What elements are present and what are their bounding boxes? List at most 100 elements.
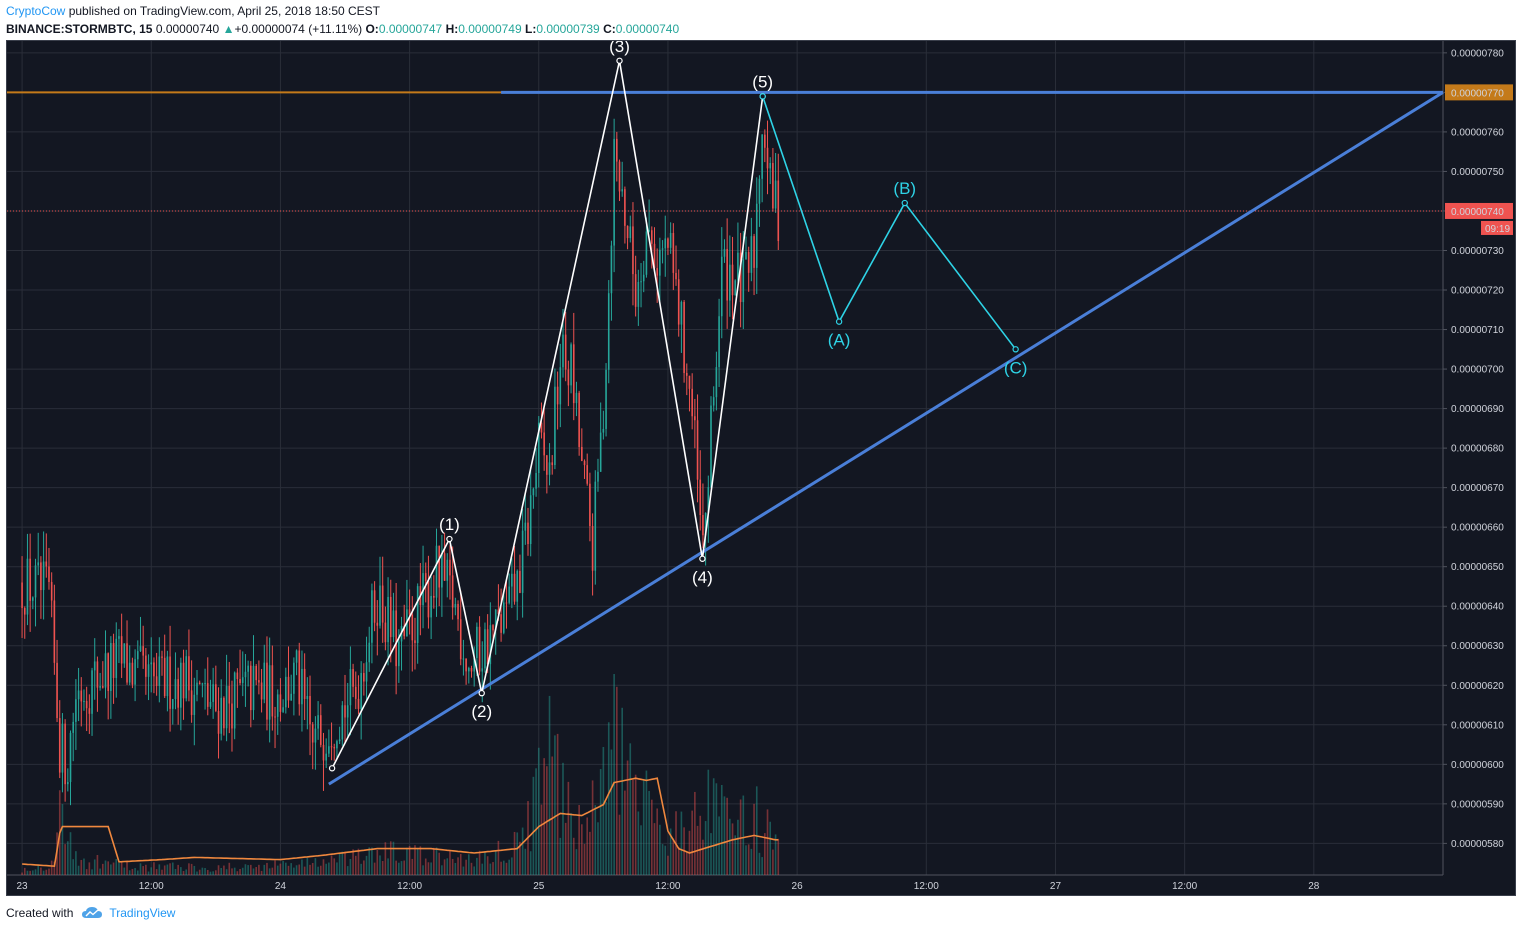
- volume-bar: [91, 869, 93, 875]
- author-link[interactable]: CryptoCow: [6, 4, 66, 18]
- candle-body: [231, 703, 233, 729]
- candle-body: [252, 665, 255, 711]
- candle-body: [279, 694, 282, 712]
- volume-bar: [562, 762, 564, 875]
- volume-bar: [769, 821, 772, 875]
- candle-body: [548, 462, 551, 475]
- candle-body: [505, 602, 508, 604]
- candle-body: [209, 701, 212, 707]
- candle-body: [683, 301, 685, 373]
- candle-body: [139, 646, 142, 652]
- volume-bar: [311, 863, 314, 875]
- volume-bar: [521, 827, 524, 875]
- volume-bar: [497, 840, 500, 875]
- candles: [21, 118, 780, 806]
- created-with-text: Created with: [6, 906, 74, 920]
- impulse-wave-path: [331, 60, 764, 769]
- volume-bar: [616, 686, 618, 875]
- volume-bars: [21, 674, 780, 875]
- volume-bar: [328, 862, 330, 875]
- candle-body: [217, 710, 220, 734]
- candle-body: [349, 669, 352, 706]
- candle-body: [707, 487, 710, 514]
- volume-bar: [322, 859, 325, 875]
- volume-bar: [284, 862, 287, 875]
- volume-bar: [586, 817, 589, 875]
- volume-bar: [349, 858, 352, 875]
- volume-bar: [400, 861, 403, 875]
- volume-bar: [486, 856, 489, 875]
- candle-body: [83, 700, 85, 702]
- candle-body: [640, 281, 642, 283]
- candle-body: [586, 465, 589, 484]
- candle-body: [416, 586, 419, 643]
- time-tick-label: 24: [275, 881, 287, 892]
- wave-label: (2): [471, 702, 492, 721]
- volume-bar: [772, 849, 774, 875]
- volume-bar: [761, 857, 763, 875]
- volume-bar: [578, 805, 580, 875]
- volume-bar: [99, 868, 101, 875]
- tradingview-brand-link[interactable]: TradingView: [109, 906, 176, 920]
- candle-body: [128, 662, 131, 683]
- candle-body: [473, 657, 475, 672]
- volume-bar: [581, 824, 583, 875]
- candle-body: [637, 281, 640, 307]
- candle-body: [365, 662, 368, 682]
- open-label: O:: [365, 22, 379, 36]
- volume-bar: [32, 870, 34, 875]
- candle-body: [470, 668, 473, 672]
- candle-body: [607, 293, 610, 370]
- candle-body: [247, 665, 249, 672]
- volume-bar: [481, 863, 484, 875]
- volume-bar: [204, 867, 206, 875]
- candle-body: [616, 138, 618, 162]
- volume-bar: [171, 862, 174, 875]
- volume-bar: [764, 833, 766, 875]
- volume-bar: [258, 864, 260, 875]
- candle-body: [537, 422, 540, 473]
- close-value: 0.00000740: [615, 22, 680, 36]
- volume-bar: [309, 864, 311, 875]
- volume-bar: [336, 862, 338, 875]
- volume-bar: [653, 823, 656, 875]
- candle-body: [634, 274, 637, 307]
- chart-panel[interactable]: 0.00000580 0.00000590 0.00000600 0.00000610…: [6, 40, 1516, 896]
- candle-body: [368, 642, 371, 663]
- candle-body: [118, 636, 120, 639]
- volume-bar: [694, 791, 696, 875]
- candle-body: [228, 685, 231, 704]
- wave-label: (A): [828, 331, 851, 350]
- volume-bar: [201, 867, 204, 875]
- candle-body: [322, 744, 325, 761]
- volume-bar: [419, 846, 422, 875]
- symbol-header: BINANCE:STORMBTC, 15 0.00000740 ▲+0.0000…: [6, 22, 679, 36]
- candle-body: [672, 232, 675, 273]
- candle-body: [150, 662, 153, 665]
- volume-bar: [145, 864, 147, 875]
- price-chart[interactable]: 0.00000580 0.00000590 0.00000600 0.00000610…: [7, 41, 1515, 895]
- volume-bar: [110, 864, 112, 875]
- candle-body: [718, 316, 720, 368]
- volume-bar: [354, 855, 357, 875]
- volume-bar: [75, 851, 77, 875]
- volume-bar: [734, 835, 737, 875]
- volume-bar: [624, 790, 626, 875]
- volume-bar: [158, 864, 161, 875]
- candle-body: [325, 753, 327, 761]
- volume-bar: [680, 811, 683, 875]
- candle-body: [739, 252, 742, 303]
- volume-bar: [640, 825, 642, 875]
- volume-bar: [77, 865, 80, 875]
- volume-bar: [42, 870, 45, 875]
- volume-bar: [699, 815, 702, 875]
- candle-body: [174, 679, 177, 700]
- volume-bar: [217, 865, 220, 875]
- up-triangle-icon: ▲: [222, 22, 235, 36]
- candle-body: [446, 559, 449, 581]
- volume-bar: [134, 868, 136, 875]
- candle-body: [591, 526, 594, 571]
- candle-body: [664, 238, 667, 249]
- candle-body: [215, 684, 217, 711]
- time-tick-label: 12:00: [655, 881, 680, 892]
